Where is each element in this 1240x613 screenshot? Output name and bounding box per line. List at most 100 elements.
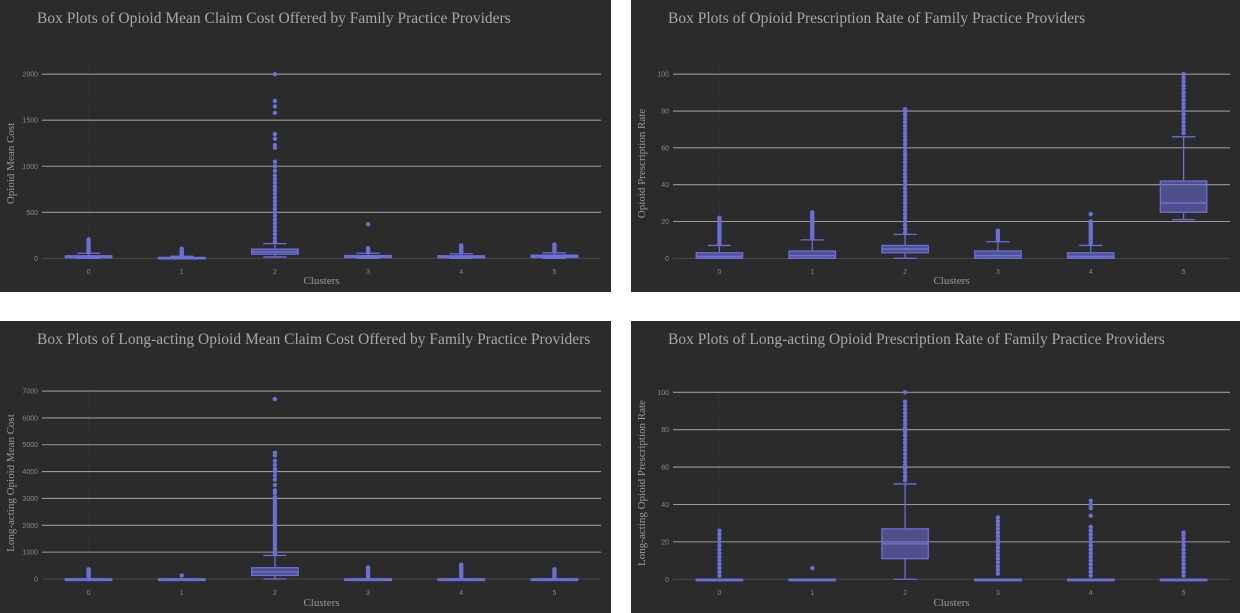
x-tick-label: 0: [87, 590, 91, 597]
outlier-point: [1088, 539, 1093, 545]
chart-panel-opioid-prescription-rate: Box Plots of Opioid Prescription Rate of…: [631, 0, 1240, 292]
outlier-point: [902, 425, 908, 431]
outlier-point: [1181, 108, 1186, 114]
chart-title: Box Plots of Opioid Prescription Rate of…: [668, 10, 1086, 27]
box-iqr: [695, 252, 744, 259]
outlier-point: [272, 224, 278, 230]
outlier-point: [1181, 539, 1186, 545]
outlier-point: [272, 195, 278, 200]
outlier-point: [1088, 569, 1093, 574]
outlier-point: [902, 421, 908, 427]
x-tick-label: 2: [903, 590, 907, 597]
outlier-point: [995, 567, 1001, 573]
x-tick-label: 4: [459, 590, 463, 597]
y-tick-label: 100: [657, 390, 669, 397]
outlier-point: [902, 119, 908, 125]
box-plot-chart: 0 20 40 60 80 100 0 1 2 3 4 5 Clusters Opioid Prescri…: [636, 65, 1230, 287]
outlier-point: [1088, 211, 1093, 217]
outlier-point: [902, 189, 908, 195]
outlier-point: [272, 164, 278, 169]
outlier-point: [1088, 535, 1093, 541]
outlier-point: [1088, 550, 1093, 556]
box-cluster-1: [157, 573, 206, 582]
outlier-point: [272, 191, 278, 197]
outlier-point: [179, 246, 184, 251]
box-cluster-3: [344, 565, 393, 582]
x-tick-label: 4: [459, 269, 463, 276]
y-tick-label: 1000: [22, 550, 38, 557]
outlier-point: [902, 477, 908, 483]
outlier-point: [1088, 554, 1093, 560]
outlier-point: [272, 217, 278, 222]
outlier-point: [86, 567, 91, 572]
outlier-point: [902, 403, 908, 408]
outlier-point: [272, 159, 278, 164]
outlier-point: [1181, 558, 1186, 563]
box-plot-chart: 0 20 40 60 80 100 0 1 2 3 4 5 Clusters Long-acting Op…: [636, 383, 1230, 609]
y-tick-label: 60: [661, 145, 669, 152]
y-tick-label: 0: [34, 576, 38, 583]
outlier-point: [902, 171, 908, 176]
outlier-point: [272, 210, 278, 215]
outlier-point: [1088, 558, 1093, 563]
outlier-point: [1181, 535, 1186, 541]
box-cluster-0: [695, 528, 744, 582]
outlier-point: [902, 141, 908, 147]
outlier-point: [1088, 513, 1093, 518]
outlier-point: [1088, 565, 1093, 571]
outlier-point: [459, 243, 464, 248]
box-cluster-5: [1159, 72, 1208, 221]
box-cluster-5: [530, 567, 579, 582]
outlier-point: [902, 164, 908, 169]
x-tick-label: 2: [273, 590, 277, 597]
y-tick-label: 2000: [22, 72, 38, 79]
outlier-point: [365, 222, 371, 227]
box-cluster-5: [530, 242, 579, 259]
y-tick-label: 60: [661, 465, 669, 472]
outlier-point: [902, 463, 908, 468]
outlier-point: [272, 228, 278, 233]
outlier-point: [272, 176, 278, 182]
x-tick-label: 5: [552, 590, 556, 597]
outlier-point: [902, 226, 908, 232]
box-cluster-3: [974, 515, 1022, 582]
outlier-point: [272, 396, 278, 402]
box-cluster-2: [881, 106, 929, 259]
outlier-point: [272, 180, 278, 186]
box-cluster-4: [1066, 211, 1115, 259]
outlier-point: [995, 571, 1001, 576]
outlier-point: [1088, 543, 1093, 548]
outlier-point: [902, 193, 908, 198]
box-cluster-1: [157, 246, 206, 260]
x-tick-label: 1: [810, 590, 814, 597]
outlier-point: [365, 565, 371, 570]
box-iqr: [974, 250, 1022, 259]
y-axis-label: Long-acting Opioid Mean Cost: [5, 414, 17, 552]
x-tick-label: 1: [180, 269, 184, 276]
outlier-point: [1181, 543, 1186, 548]
outlier-point: [717, 543, 722, 548]
box-cluster-5: [1159, 530, 1208, 582]
box-cluster-4: [1066, 498, 1115, 582]
outlier-point: [902, 451, 908, 457]
outlier-point: [902, 215, 908, 221]
outlier-point: [902, 200, 908, 206]
outlier-point: [272, 466, 278, 472]
box-cluster-3: [344, 222, 393, 259]
x-tick-label: 2: [903, 269, 907, 276]
outlier-point: [902, 116, 908, 121]
x-tick-label: 0: [717, 590, 721, 597]
outlier-point: [902, 440, 908, 446]
y-tick-label: 100: [657, 72, 669, 79]
outlier-point: [995, 556, 1001, 561]
outlier-point: [272, 131, 278, 137]
y-axis-label: Opioid Mean Cost: [5, 123, 17, 204]
outlier-point: [995, 534, 1001, 539]
outlier-point: [272, 142, 278, 148]
y-tick-label: 0: [665, 577, 669, 584]
outlier-point: [902, 130, 908, 136]
y-tick-label: 80: [661, 109, 669, 116]
box-cluster-2: [250, 72, 299, 258]
box-cluster-2: [250, 396, 299, 580]
outlier-point: [272, 488, 278, 493]
